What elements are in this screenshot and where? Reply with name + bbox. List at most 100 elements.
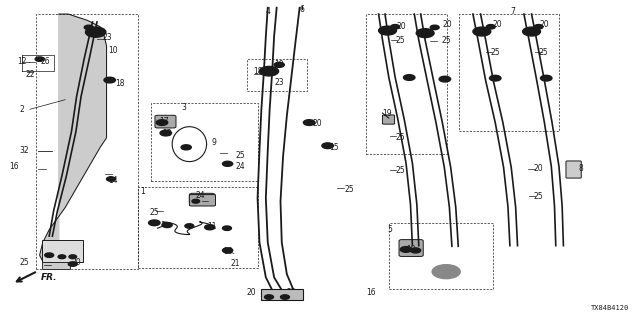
Text: 25: 25 [344,185,354,194]
Circle shape [181,145,191,150]
Circle shape [106,177,115,181]
Text: 20: 20 [492,20,502,29]
Bar [42,240,83,261]
Text: 25: 25 [149,208,159,217]
Circle shape [69,255,77,259]
Circle shape [416,29,434,37]
Text: TX84B4120: TX84B4120 [591,305,629,311]
Text: 18: 18 [115,79,124,88]
Text: 22: 22 [26,70,35,79]
Text: 25: 25 [534,192,543,201]
Text: 3: 3 [181,103,186,112]
Text: 12: 12 [17,57,27,66]
Circle shape [303,120,315,125]
Text: 8: 8 [578,164,583,173]
Circle shape [45,253,54,257]
Text: 13: 13 [223,247,233,257]
Text: 25: 25 [395,36,405,44]
Text: FR.: FR. [41,273,58,282]
Text: 23: 23 [274,78,284,87]
Circle shape [223,161,233,166]
FancyBboxPatch shape [566,161,581,178]
Circle shape [439,76,451,82]
Text: 11: 11 [207,222,217,231]
Text: 16: 16 [366,288,376,297]
Text: 7: 7 [510,7,515,16]
Bar [42,261,70,269]
Text: 1: 1 [140,187,145,196]
Text: 6: 6 [300,5,305,14]
Circle shape [84,25,93,30]
Text: 10: 10 [274,60,284,69]
Circle shape [162,222,172,228]
Text: 20: 20 [396,22,406,31]
Circle shape [192,199,200,203]
Text: 25: 25 [491,48,500,57]
Bar [261,289,303,300]
Text: 5: 5 [387,225,392,234]
Text: 25: 25 [236,151,246,160]
FancyBboxPatch shape [383,115,394,124]
Text: 25: 25 [441,36,451,44]
Text: 19: 19 [406,245,415,254]
Circle shape [205,225,215,230]
Text: 14: 14 [108,176,118,185]
Text: 2: 2 [19,105,24,114]
Circle shape [259,67,278,76]
Circle shape [160,130,172,136]
Text: 10: 10 [108,46,118,55]
Text: 32: 32 [19,146,29,155]
Circle shape [400,247,412,252]
Circle shape [58,255,66,259]
Text: 17: 17 [159,117,169,126]
Circle shape [104,77,115,83]
Text: 18: 18 [253,67,262,76]
Circle shape [473,27,491,36]
Circle shape [156,120,168,125]
Text: 13: 13 [163,130,172,139]
Text: 20: 20 [312,119,322,128]
FancyBboxPatch shape [189,195,216,206]
Circle shape [223,226,232,230]
Text: 23: 23 [102,33,112,42]
Text: 26: 26 [41,57,51,66]
Text: 25: 25 [395,166,405,175]
Circle shape [264,295,273,299]
Circle shape [540,75,552,81]
Circle shape [534,25,543,29]
Circle shape [223,248,233,253]
Text: 20: 20 [246,288,257,297]
Text: 15: 15 [330,143,339,152]
Text: 16: 16 [9,163,19,172]
Text: 25: 25 [447,270,457,279]
Text: 20: 20 [72,258,81,267]
FancyBboxPatch shape [189,193,215,204]
Text: 25: 25 [539,48,548,57]
Text: 24: 24 [196,191,205,200]
Circle shape [86,27,106,37]
Circle shape [68,262,77,266]
Text: 4: 4 [266,7,270,16]
Text: 25: 25 [19,258,29,267]
Polygon shape [40,14,106,263]
Circle shape [185,224,194,228]
Text: 20: 20 [540,20,550,29]
Circle shape [391,25,399,29]
Circle shape [523,27,540,36]
Circle shape [322,143,333,148]
Circle shape [430,25,439,30]
Circle shape [379,26,396,35]
Circle shape [490,75,501,81]
Text: 20: 20 [442,20,452,29]
Text: 21: 21 [231,259,240,268]
Circle shape [35,57,44,61]
Circle shape [486,25,495,29]
Text: 9: 9 [212,138,216,147]
Text: 20: 20 [534,164,543,173]
Circle shape [410,248,420,253]
Text: 24: 24 [236,163,246,172]
Circle shape [274,62,284,68]
Text: 19: 19 [383,108,392,117]
Circle shape [432,265,460,279]
FancyBboxPatch shape [399,240,423,256]
